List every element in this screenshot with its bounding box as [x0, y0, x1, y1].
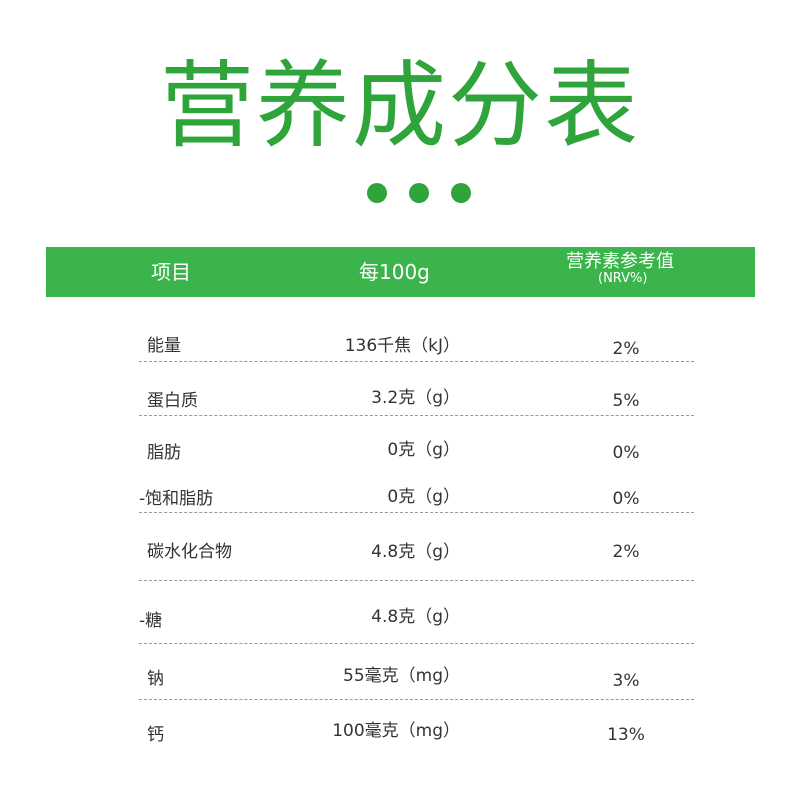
- nutrient-value: 3.2克（g）: [371, 388, 460, 408]
- header-nrv-label: 营养素参考值: [566, 251, 674, 272]
- nutrient-nrv: 3%: [612, 671, 640, 691]
- nutrient-nrv: 2%: [612, 339, 640, 359]
- nutrient-name: 碳水化合物: [147, 542, 232, 562]
- nutrient-value: 136千焦（kJ）: [344, 336, 460, 356]
- nutrient-name: -饱和脂肪: [139, 489, 214, 509]
- row-divider: [139, 415, 694, 416]
- nutrient-value: 4.8克（g）: [371, 607, 460, 627]
- nutrient-name: -糖: [139, 611, 163, 631]
- header-nrv-sub: (NRV%): [598, 271, 648, 286]
- table-header: 项目 每100g 营养素参考值 (NRV%): [46, 247, 755, 297]
- nutrient-name: 钙: [147, 725, 164, 745]
- row-divider: [139, 512, 694, 513]
- dot-icon: [367, 183, 387, 203]
- decorative-dots: [367, 183, 477, 203]
- nutrient-value: 55毫克（mg）: [343, 666, 460, 686]
- row-divider: [139, 643, 694, 644]
- nutrient-value: 4.8克（g）: [371, 542, 460, 562]
- nutrient-nrv: 2%: [612, 542, 640, 562]
- nutrient-nrv: 5%: [612, 391, 640, 411]
- dot-icon: [409, 183, 429, 203]
- nutrient-name: 能量: [147, 336, 181, 356]
- nutrient-nrv: 0%: [612, 489, 640, 509]
- nutrient-value: 0克（g）: [387, 487, 460, 507]
- nutrient-name: 蛋白质: [147, 391, 198, 411]
- header-nrv: 营养素参考值 (NRV%): [566, 251, 674, 286]
- row-divider: [139, 699, 694, 700]
- nutrient-value: 100毫克（mg）: [332, 721, 460, 741]
- nutrient-nrv: 0%: [612, 443, 640, 463]
- row-divider: [139, 580, 694, 581]
- row-divider: [139, 361, 694, 362]
- page-title: 营养成分表: [159, 52, 640, 161]
- nutrient-name: 钠: [147, 669, 164, 689]
- header-item: 项目: [151, 260, 191, 284]
- nutrient-name: 脂肪: [147, 443, 181, 463]
- dot-icon: [451, 183, 471, 203]
- nutrient-value: 0克（g）: [387, 440, 460, 460]
- header-per100g: 每100g: [359, 260, 430, 284]
- nutrient-nrv: 13%: [607, 725, 645, 745]
